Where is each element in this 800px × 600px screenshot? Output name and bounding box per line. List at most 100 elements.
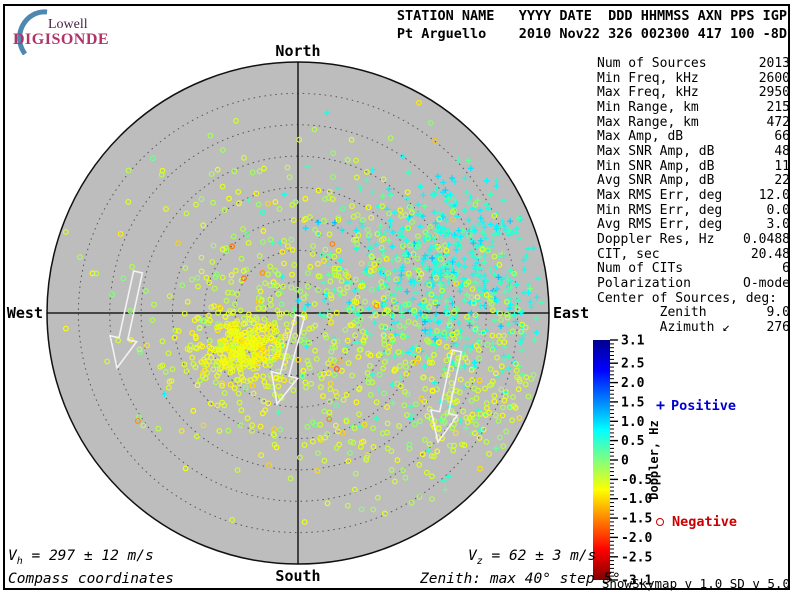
compass-label-west: West	[7, 304, 43, 322]
svg-text:0: 0	[621, 454, 629, 469]
colorbar-ticks	[610, 339, 618, 581]
zenith-scale-note: Zenith: max 40° step 5°	[420, 571, 621, 587]
svg-text:2.0: 2.0	[621, 376, 645, 391]
negative-label: Negative	[672, 514, 738, 530]
stat-value: 48	[774, 143, 790, 159]
stat-label: Zenith	[597, 305, 707, 321]
stat-row: Zenith 9.0	[597, 305, 790, 321]
header-columns-row: STATION NAME YYYY DATE DDD HHMMSS AXN PP…	[396, 8, 787, 24]
compass-label-east: East	[553, 304, 589, 322]
software-version: ShowSkymap v 1.0 SD v 5.0	[601, 576, 790, 591]
vz-value: = 62 ± 3 m/s	[482, 548, 597, 564]
logo-text-digisonde: DIGISONDE	[13, 31, 110, 48]
negative-doppler-legend: Negative	[656, 514, 737, 530]
measurement-stats-panel: Num of Sources 2013 Min Freq, kHz 2600 Max F…	[597, 56, 790, 336]
stat-row: Min RMS Err, deg 0.0	[597, 202, 790, 219]
stat-label: Max RMS Err, deg	[597, 187, 723, 203]
stat-label: CIT, sec	[597, 246, 660, 262]
scatter-points	[62, 99, 545, 525]
svg-text:1.0: 1.0	[621, 415, 645, 430]
stat-label: Min Freq, kHz	[597, 70, 699, 86]
stat-row: Center of Sources, deg:	[597, 290, 790, 307]
vh-value: = 297 ± 12 m/s	[22, 548, 154, 564]
stat-value: 0.0488	[743, 231, 790, 247]
stat-row: Num of CITs 6	[597, 262, 790, 277]
stat-value: 11	[774, 158, 790, 174]
stat-row: Max Freq, kHz 2950	[597, 86, 790, 101]
stat-label: Max SNR Amp, dB	[597, 143, 715, 159]
header-values-row: Pt Arguello 2010 Nov22 326 002300 417 10…	[396, 25, 787, 42]
stat-row: Min Freq, kHz 2600	[597, 70, 790, 87]
logo-text-lowell: Lowell	[48, 17, 88, 32]
stat-label: Max Freq, kHz	[597, 85, 699, 101]
stat-label: Min Range, km	[597, 99, 699, 115]
stat-value: 0.0	[766, 202, 790, 218]
stat-row: Min SNR Amp, dB 11	[597, 158, 790, 175]
colorbar-tick-labels: 3.1 2.5 2.0 1.5 1.0 0.5 0 -0.5 -1.0 -1.5 -2.0 -2.5 -…	[621, 334, 652, 589]
stat-row: Azimuth ↙ 276	[597, 319, 790, 336]
stat-value: 20.48	[750, 246, 790, 262]
stat-row: Num of Sources 2013	[597, 56, 790, 72]
stat-value: 472	[766, 114, 790, 130]
doppler-colorbar: 3.1 2.5 2.0 1.5 1.0 0.5 0 -0.5 -1.0 -1.5 -2.0 -2.5 -…	[593, 334, 661, 589]
stat-row: Max RMS Err, deg 12.0	[597, 187, 790, 204]
colorbar-axis-label: Doppler, Hz	[647, 420, 661, 499]
svg-text:0.5: 0.5	[621, 434, 644, 449]
svg-text:-1.5: -1.5	[621, 512, 652, 527]
stat-label: Avg SNR Amp, dB	[597, 173, 715, 189]
stat-value: 3.0	[766, 217, 790, 233]
svg-text:-3.1: -3.1	[621, 574, 652, 589]
stat-row: Doppler Res, Hz 0.0488	[597, 231, 790, 248]
stat-value: O-mode	[743, 275, 790, 291]
svg-text:3.1: 3.1	[621, 334, 645, 349]
svg-text:1.5: 1.5	[621, 395, 644, 410]
positive-doppler-legend: + Positive	[656, 396, 736, 414]
vertical-velocity-readout: Vz = 62 ± 3 m/s	[468, 548, 596, 567]
lowell-digisonde-logo: Lowell DIGISONDE	[12, 7, 142, 56]
stat-label: Min RMS Err, deg	[597, 202, 723, 218]
stat-label: Max Range, km	[597, 114, 699, 130]
stat-row: Avg SNR Amp, dB 22	[597, 174, 790, 189]
stat-value: 9.0	[766, 305, 790, 321]
svg-text:-2.5: -2.5	[621, 550, 652, 565]
stat-value: 276	[766, 319, 790, 335]
plus-marker-icon: +	[656, 396, 666, 414]
stat-value: 22	[774, 173, 790, 189]
stat-label: Min SNR Amp, dB	[597, 158, 715, 174]
stat-row: Avg RMS Err, deg 3.0	[597, 218, 790, 233]
stat-value: 6	[782, 261, 790, 277]
stat-label: Num of Sources	[597, 56, 707, 71]
svg-text:-1.0: -1.0	[621, 492, 652, 507]
stat-row: Min Range, km 215	[597, 99, 790, 116]
stat-label: Polarization	[597, 275, 691, 291]
stat-label: Doppler Res, Hz	[597, 231, 715, 247]
stat-label: Azimuth ↙	[597, 319, 731, 335]
stat-value: 66	[774, 129, 790, 145]
stat-label: Avg RMS Err, deg	[597, 217, 723, 233]
vz-symbol: V	[468, 548, 477, 564]
colorbar-gradient	[593, 340, 610, 580]
svg-text:2.5: 2.5	[621, 357, 644, 372]
svg-text:-0.5: -0.5	[621, 473, 652, 488]
vh-subscript: h	[16, 555, 23, 567]
stat-label: Max Amp, dB	[597, 129, 684, 145]
compass-label-north: North	[275, 42, 320, 60]
compass-label-south: South	[275, 567, 320, 585]
vh-symbol: V	[8, 548, 17, 564]
stat-row: Max SNR Amp, dB 48	[597, 143, 790, 160]
stat-row: Max Amp, dB 66	[597, 130, 790, 145]
stat-label: Num of CITs	[597, 261, 684, 277]
stat-value: 2950	[758, 85, 790, 101]
stat-value: 2013	[758, 56, 790, 71]
drift-direction-arrows	[109, 270, 463, 444]
stat-label: Center of Sources, deg:	[597, 290, 778, 306]
stat-row: Polarization O-mode	[597, 275, 790, 292]
logo-arc-icon	[17, 9, 48, 56]
horizontal-velocity-readout: Vh = 297 ± 12 m/s	[8, 548, 154, 567]
stat-row: CIT, sec 20.48	[597, 246, 790, 263]
vz-subscript: z	[476, 555, 483, 567]
station-header: STATION NAME YYYY DATE DDD HHMMSS AXN PP…	[397, 8, 787, 43]
stat-value: 12.0	[758, 187, 790, 203]
